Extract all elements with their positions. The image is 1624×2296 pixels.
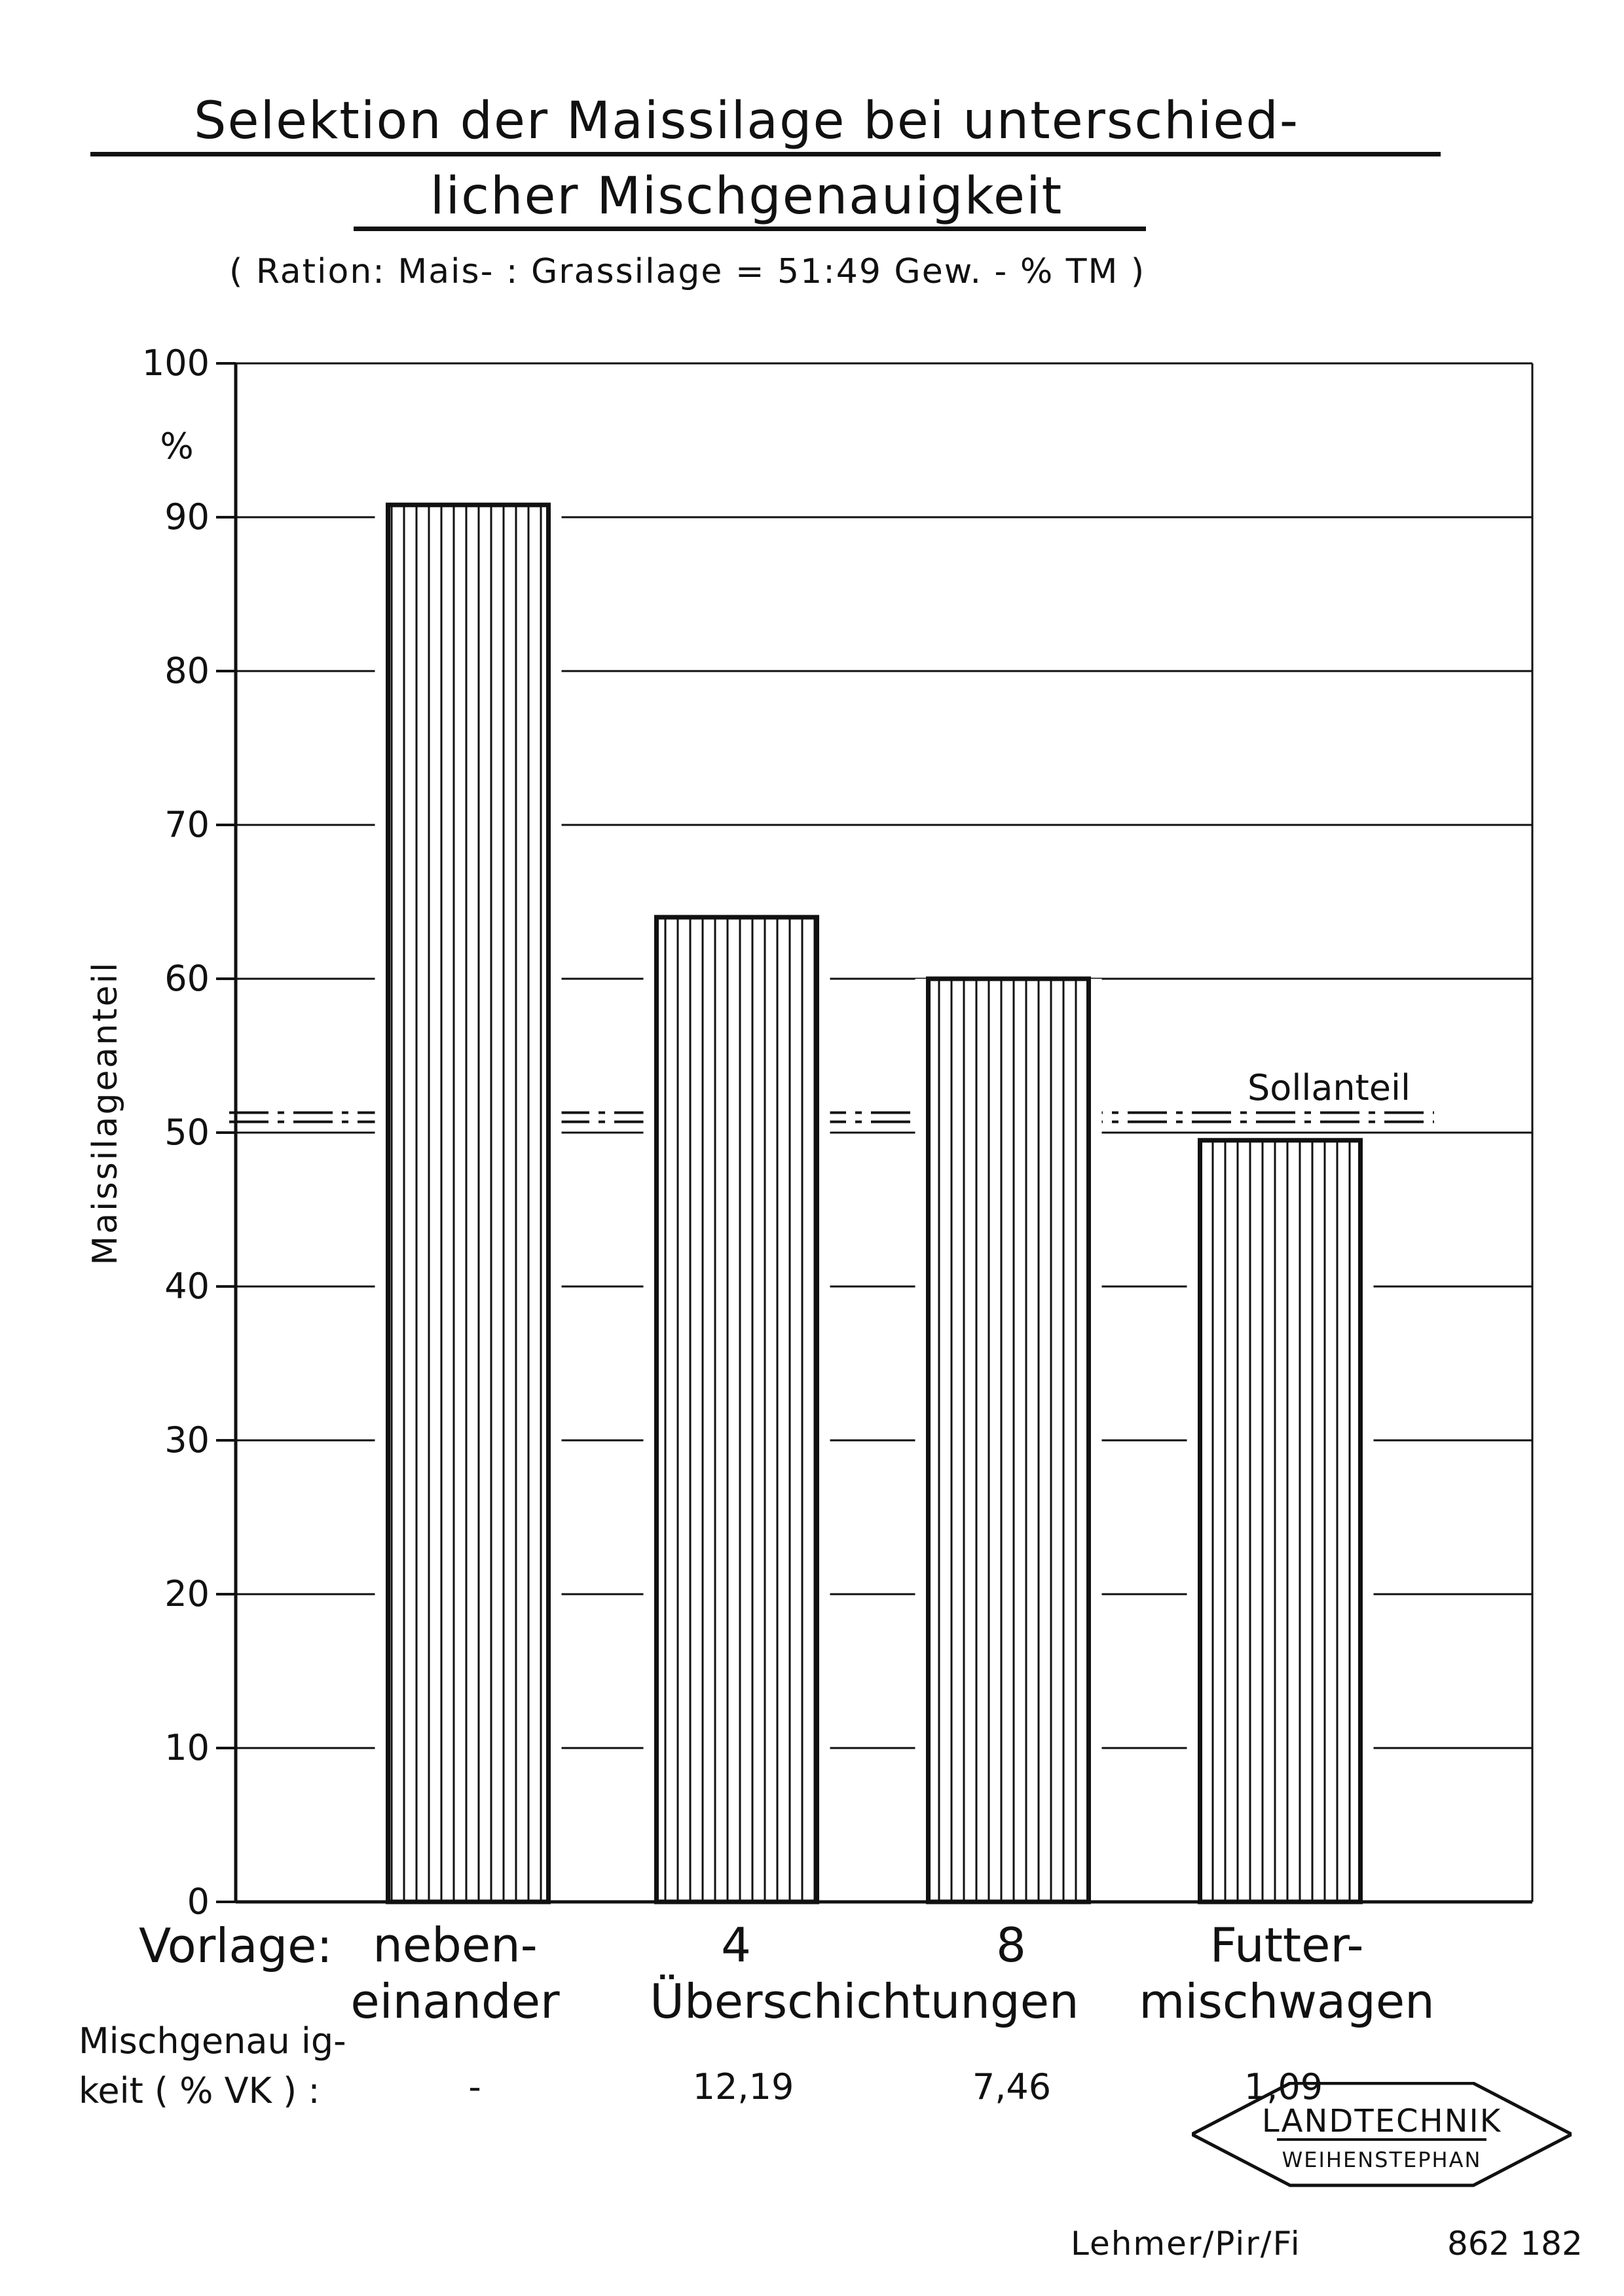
y-tick-label-70: 70 <box>164 804 210 845</box>
reference-line-label: Sollanteil <box>1247 1067 1411 1108</box>
author-credit: Lehmer/Pir/Fi <box>1071 2225 1301 2263</box>
y-tick-label-20: 20 <box>164 1573 210 1614</box>
logo-text-line-2: WEIHENSTEPHAN <box>1282 2147 1482 2172</box>
bars <box>375 502 1374 1904</box>
y-tick-label-40: 40 <box>164 1266 210 1307</box>
bar-chart: 0 10 20 30 40 50 60 70 80 90 100 % Maissilageantei… <box>86 342 1534 1922</box>
y-tick-label-80: 80 <box>164 650 210 691</box>
y-tick-label-30: 30 <box>164 1419 210 1461</box>
category-label-4: Futter- mischwagen <box>1123 1917 1450 2030</box>
category-label-shared-ueberschichtungen: Überschichtungen <box>596 1973 1133 2030</box>
bar-4 <box>1198 1138 1363 1904</box>
y-tick-label-60: 60 <box>164 958 210 999</box>
y-tick-label-50: 50 <box>164 1112 210 1153</box>
mischgenauigkeit-value-3: 7,46 <box>972 2066 1052 2107</box>
bar-1 <box>386 502 551 1904</box>
title-underline-1 <box>90 152 1441 156</box>
logo-text-line-1: LANDTECHNIK <box>1262 2103 1502 2140</box>
category-label-1-text: neben- einander <box>350 1918 560 2029</box>
category-label-shared-text: Überschichtungen <box>650 1974 1079 2029</box>
axes: 0 10 20 30 40 50 60 70 80 90 100 <box>142 342 1534 1922</box>
chart-title-line-1: Selektion der Maissilage bei unterschied… <box>193 92 1300 151</box>
category-label-2: 4 <box>572 1917 900 1973</box>
mischgenauigkeit-label-line-2: keit ( % VK ) : <box>79 2070 320 2111</box>
category-label-2-text: 4 <box>721 1918 751 1973</box>
y-tick-label-10: 10 <box>164 1727 210 1768</box>
title-underline-2 <box>354 227 1146 231</box>
document-number: 862 182 <box>1447 2225 1583 2263</box>
mischgenauigkeit-value-1: - <box>468 2066 481 2107</box>
mischgenauigkeit-label: Mischgenau ig- keit ( % VK ) : <box>79 2016 346 2116</box>
bar-2 <box>654 915 819 1904</box>
category-label-1: neben- einander <box>291 1917 619 2030</box>
y-axis-title: Maissilageanteil <box>86 960 125 1265</box>
y-axis-unit: % <box>160 426 193 467</box>
category-label-3-text: 8 <box>996 1918 1026 1973</box>
mischgenauigkeit-value-2: 12,19 <box>692 2066 794 2107</box>
chart-title-line-2: licher Mischgenauigkeit <box>430 167 1063 226</box>
category-label-4-text: Futter- mischwagen <box>1139 1918 1435 2029</box>
chart-subtitle: ( Ration: Mais- : Grassilage = 51:49 Gew… <box>229 252 1146 291</box>
landtechnik-logo: LANDTECHNIK WEIHENSTEPHAN <box>1192 2082 1572 2187</box>
y-tick-label-0: 0 <box>187 1881 210 1922</box>
x-axis-row-label: Vorlage: <box>139 1918 333 1973</box>
bar-3 <box>926 976 1091 1904</box>
y-tick-label-90: 90 <box>164 496 210 538</box>
category-label-3: 8 <box>847 1917 1175 1973</box>
y-tick-label-100: 100 <box>142 342 210 384</box>
mischgenauigkeit-label-line-1: Mischgenau ig- <box>79 2020 346 2062</box>
